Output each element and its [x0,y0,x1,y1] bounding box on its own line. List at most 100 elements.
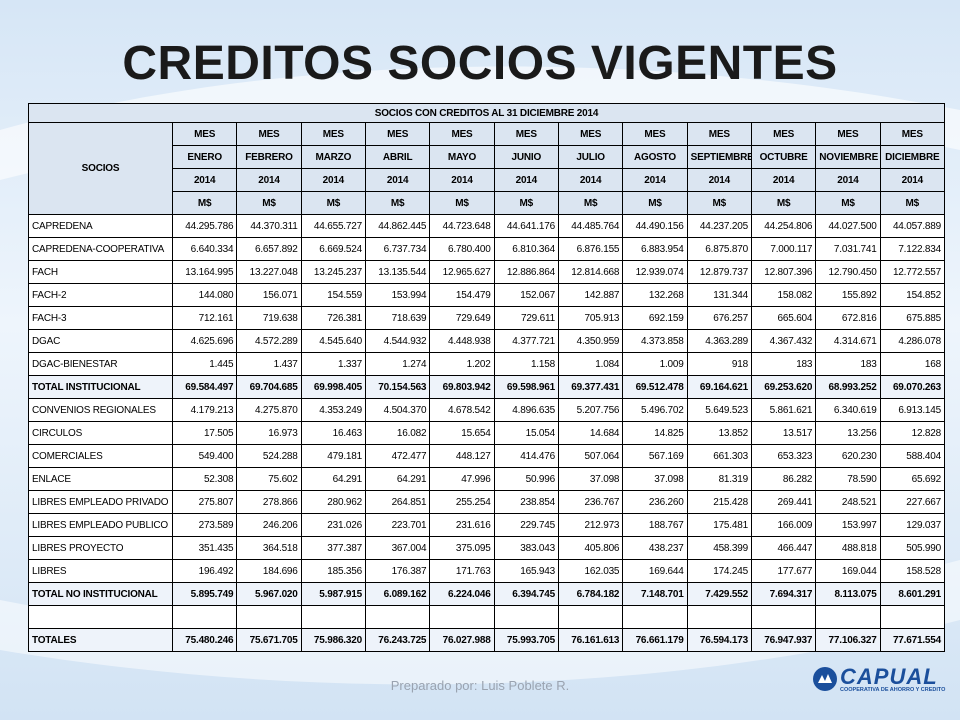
cell: 77.671.554 [879,628,946,652]
cell: 273.589 [171,513,238,537]
cell: 705.913 [557,306,624,330]
cell: 223.701 [364,513,431,537]
cell: 718.639 [364,306,431,330]
cell: 567.169 [622,444,688,468]
cell: 4.625.696 [171,329,238,353]
column-header: 2014 [493,168,559,192]
row-header: SOCIOS [28,122,173,215]
cell: 549.400 [171,444,238,468]
column-header: MES [171,122,238,146]
empty-cell [622,605,688,629]
column-header: SEPTIEMBRE [686,145,752,169]
data-row: CAPREDENA-COOPERATIVA 6.640.334 6.657.892 6… [28,237,946,261]
column-header: 2014 [622,168,688,192]
cell: 156.071 [236,283,302,307]
cell: 65.692 [879,467,946,491]
cell: 14.825 [622,421,688,445]
cell: 4.275.870 [236,398,302,422]
cell: 726.381 [300,306,366,330]
cell: 44.485.764 [557,214,624,238]
cell: 16.082 [364,421,431,445]
row-label: LIBRES PROYECTO [28,536,173,560]
cell: 162.035 [557,559,624,583]
cell: 351.435 [171,536,238,560]
cell: 246.206 [236,513,302,537]
cell: 75.602 [236,467,302,491]
cell: 229.745 [493,513,559,537]
cell: 76.661.179 [622,628,688,652]
column-header: MES [300,122,366,146]
cell: 47.996 [429,467,495,491]
empty-cell [236,605,302,629]
cell: 5.895.749 [171,582,238,606]
column-header: M$ [171,191,238,215]
cell: 76.243.725 [364,628,431,652]
cell: 719.638 [236,306,302,330]
cell: 4.896.635 [493,398,559,422]
cell: 44.295.786 [171,214,238,238]
cell: 158.528 [879,559,946,583]
cell: 13.227.048 [236,260,302,284]
table-caption: SOCIOS CON CREDITOS AL 31 DICIEMBRE 2014 [28,103,945,123]
cell: 6.394.745 [493,582,559,606]
data-row: LIBRES PROYECTO 351.435 364.518 377.387 367.… [28,536,946,560]
cell: 176.387 [364,559,431,583]
cell: 154.559 [300,283,366,307]
empty-cell [686,605,752,629]
cell: 184.696 [236,559,302,583]
cell: 4.350.959 [557,329,624,353]
cell: 264.851 [364,490,431,514]
cell: 4.377.721 [493,329,559,353]
column-header: M$ [493,191,559,215]
header-row: 2014 2014 2014 2014 2014 2014 2014 2014 2014 2014… [29,168,946,192]
column-header: MES [815,122,881,146]
column-header: DICIEMBRE [879,145,946,169]
total-row: TOTAL NO INSTITUCIONAL 5.895.749 5.967.020… [28,582,946,606]
cell: 729.611 [493,306,559,330]
column-header: M$ [300,191,366,215]
cell: 1.445 [171,352,238,376]
row-label: LIBRES EMPLEADO PRIVADO [28,490,173,514]
cell: 76.027.988 [429,628,495,652]
cell: 12.939.074 [622,260,688,284]
cell: 6.737.734 [364,237,431,261]
cell: 505.990 [879,536,946,560]
column-header: MES [622,122,688,146]
cell: 918 [686,352,752,376]
cell: 69.512.478 [622,375,688,399]
data-row: CIRCULOS 17.505 16.973 16.463 16.082 15.654 15… [28,421,946,445]
row-label: CAPREDENA-COOPERATIVA [28,237,173,261]
column-header: 2014 [429,168,495,192]
column-header: 2014 [236,168,302,192]
cell: 1.202 [429,352,495,376]
cell: 75.986.320 [300,628,366,652]
cell: 132.268 [622,283,688,307]
cell: 154.852 [879,283,946,307]
column-header: M$ [686,191,752,215]
cell: 5.496.702 [622,398,688,422]
row-label: FACH-3 [28,306,173,330]
cell: 488.818 [815,536,881,560]
cell: 16.463 [300,421,366,445]
empty-cell [750,605,817,629]
cell: 280.962 [300,490,366,514]
cell: 6.875.870 [686,237,752,261]
cell: 52.308 [171,467,238,491]
cell: 692.159 [622,306,688,330]
total-row: TOTAL INSTITUCIONAL 69.584.497 69.704.685 6… [28,375,946,399]
cell: 5.649.523 [686,398,752,422]
cell: 7.000.117 [750,237,817,261]
cell: 8.113.075 [815,582,881,606]
cell: 227.667 [879,490,946,514]
cell: 13.245.237 [300,260,366,284]
cell: 377.387 [300,536,366,560]
data-row: DGAC-BIENESTAR 1.445 1.437 1.337 1.274 1.202 1… [28,352,946,376]
cell: 6.340.619 [815,398,881,422]
cell: 6.657.892 [236,237,302,261]
cell: 76.947.937 [750,628,817,652]
cell: 6.913.145 [879,398,946,422]
cell: 6.883.954 [622,237,688,261]
column-header: M$ [557,191,624,215]
cell: 6.876.155 [557,237,624,261]
cell: 6.089.162 [364,582,431,606]
